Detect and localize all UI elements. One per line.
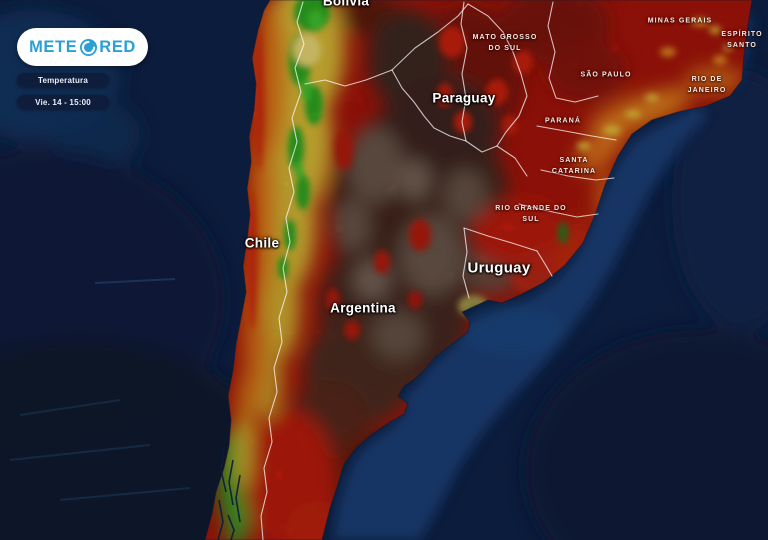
meteored-o-icon	[79, 38, 97, 56]
map-label-argentina: Argentina	[330, 300, 396, 316]
meteored-logo-text-prefix: METE	[29, 37, 78, 56]
map-label-rio-de-janeiro: RIO DE JANEIRO	[687, 76, 727, 94]
bathymetry-ridges	[9, 278, 191, 501]
map-label-uruguay: Uruguay	[467, 259, 531, 277]
map-label-bolivia: Bolivia	[322, 0, 370, 9]
fjord-channels	[217, 447, 241, 540]
map-label-paraguay: Paraguay	[432, 90, 496, 106]
map-label-santa-catarina: SANTA CATARINA	[551, 157, 597, 175]
temperature-layer-chip[interactable]: Temperatura	[17, 73, 109, 87]
map-label-sao-paulo: SÃO PAULO	[580, 71, 632, 79]
map-label-minas-gerais: MINAS GERAIS	[647, 17, 713, 25]
map-label-rio-grande-do-sul: RIO GRANDE DO SUL	[495, 205, 567, 223]
time-chip[interactable]: Vie. 14 - 15:00	[17, 95, 109, 109]
map-label-mato-grosso-do-sul: MATO GROSSO DO SUL	[472, 34, 538, 52]
meteored-logo-text-suffix: RED	[99, 37, 136, 56]
map-label-espirito-santo: ESPÍRITO SANTO	[721, 31, 763, 49]
meteored-logo[interactable]: METE RED	[17, 28, 148, 66]
borders-layer	[260, 1, 617, 540]
coastline	[204, 0, 753, 540]
map-label-chile: Chile	[244, 235, 280, 251]
map-label-parana: PARANÁ	[544, 117, 582, 125]
